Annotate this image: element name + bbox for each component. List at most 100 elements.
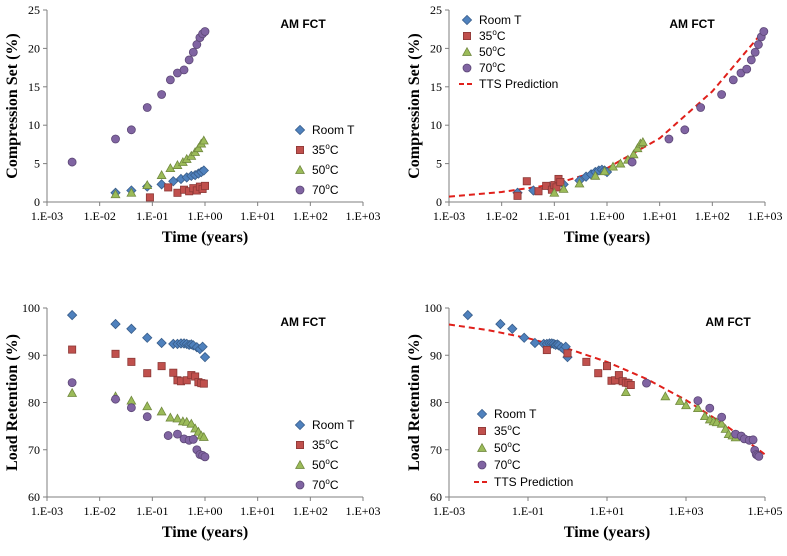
data-point: [184, 55, 194, 65]
x-tick-label: 1.E-01: [512, 504, 544, 518]
data-point: [200, 181, 209, 190]
x-axis-title: Time (years): [162, 524, 248, 541]
legend-marker: [477, 426, 486, 435]
data-point: [754, 451, 764, 461]
data-point: [157, 362, 166, 371]
series-diamond: [462, 309, 573, 363]
data-point: [186, 418, 197, 428]
chart-annotation: AM FCT: [705, 315, 751, 329]
legend-label-degree: o: [325, 162, 330, 171]
legend-marker: [295, 164, 305, 174]
legend-label-unit: C: [330, 438, 339, 452]
legend-label-base: 35: [479, 29, 493, 43]
data-point: [127, 357, 136, 366]
legend-label-unit: C: [512, 458, 521, 472]
legend-marker: [462, 32, 471, 41]
data-point: [199, 351, 211, 363]
data-point: [111, 349, 120, 358]
data-point: [542, 346, 551, 355]
legend-marker: [462, 46, 472, 56]
data-point: [111, 134, 120, 144]
y-tick-label: 20: [28, 41, 40, 55]
legend-marker: [477, 442, 487, 452]
chart-annotation: AM FCT: [669, 17, 715, 31]
series-circle: [67, 378, 210, 462]
x-tick-label: 1.E-01: [136, 504, 168, 518]
x-tick-label: 1.E+00: [187, 209, 222, 223]
x-tick-label: 1.E-03: [433, 504, 465, 518]
data-point: [199, 379, 208, 388]
x-tick-label: 1.E+03: [345, 504, 380, 518]
x-axis-title: Time (years): [564, 229, 650, 246]
legend-label-base: 70: [312, 183, 326, 197]
data-point: [674, 395, 685, 405]
legend-label: 50oC: [312, 457, 339, 472]
data-point: [637, 136, 648, 146]
legend-label-base: Room T: [494, 407, 537, 421]
legend-label-degree: o: [325, 457, 330, 466]
data-point: [182, 376, 191, 385]
x-tick-label: 1.E+03: [747, 209, 782, 223]
series-circle: [642, 378, 764, 461]
legend-label-unit: C: [330, 458, 339, 472]
legend-marker: [477, 460, 487, 470]
legend-label-degree: o: [325, 182, 330, 191]
legend-label: 50oC: [494, 440, 521, 455]
data-point: [660, 391, 671, 401]
legend-label-unit: C: [330, 163, 339, 177]
series-square: [542, 346, 635, 390]
legend-label-unit: C: [497, 45, 506, 59]
legend-label: Room T: [479, 13, 522, 27]
data-point: [142, 103, 152, 112]
data-point: [68, 345, 77, 354]
legend-label-unit: C: [330, 478, 339, 492]
data-point: [169, 368, 178, 377]
data-point: [172, 413, 183, 423]
legend-label-base: 35: [312, 438, 326, 452]
data-point: [519, 332, 530, 343]
data-point: [746, 55, 756, 65]
x-tick-label: 1.E-03: [31, 209, 63, 223]
data-point: [563, 349, 572, 358]
series-square: [68, 345, 208, 388]
data-point: [534, 187, 543, 196]
x-tick-label: 1.E+01: [642, 209, 677, 223]
data-point: [594, 369, 603, 378]
data-point: [582, 357, 591, 366]
y-tick-label: 80: [28, 396, 40, 410]
legend-label-base: 70: [494, 458, 508, 472]
x-axis-title: Time (years): [564, 524, 650, 541]
y-tick-label: 100: [424, 301, 442, 315]
legend-marker: [294, 419, 306, 431]
chart-bottom-right: 60 70 80 90 100 1.E-03 1.E-01 1.E+01 1.E+03 1.E+0…: [406, 301, 783, 541]
x-tick-label: 1.E-01: [136, 209, 168, 223]
data-point: [67, 378, 77, 388]
x-tick-label: 1.E+01: [589, 504, 624, 518]
chart-bottom-left: 60 70 80 90 100 1.E-03 1.E-02 1.E-01 1.E+00 1.E+0…: [4, 301, 381, 541]
data-point: [590, 170, 601, 180]
series-square: [145, 181, 209, 202]
legend-label: 50oC: [479, 44, 506, 59]
y-tick-label: 15: [430, 80, 442, 94]
data-point: [693, 396, 703, 406]
data-point: [156, 179, 167, 190]
legend-label-degree: o: [325, 437, 330, 446]
data-point: [110, 189, 121, 199]
legend-label-degree: o: [325, 477, 330, 486]
data-point: [66, 309, 78, 321]
legend-label-base: 50: [494, 441, 508, 455]
data-point: [728, 75, 738, 85]
data-point: [615, 158, 626, 168]
data-point: [142, 412, 152, 422]
chart-annotation: AM FCT: [280, 17, 326, 31]
data-point: [142, 401, 153, 411]
legend-label-degree: o: [492, 28, 497, 37]
legend-label: 70oC: [312, 477, 339, 492]
data-point: [67, 157, 77, 167]
data-point: [126, 323, 137, 334]
data-point: [556, 178, 565, 187]
legend-label: 35oC: [312, 142, 339, 157]
legend-marker: [461, 14, 473, 26]
